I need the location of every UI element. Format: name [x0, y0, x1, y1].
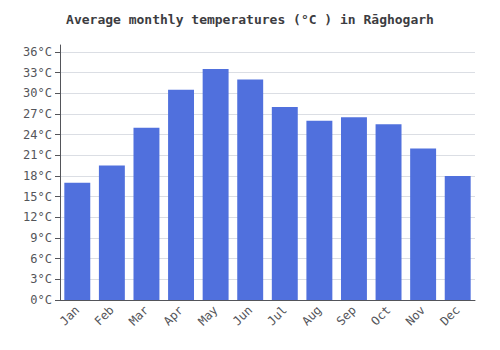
svg-text:12°C: 12°C: [23, 210, 52, 224]
svg-text:24°C: 24°C: [23, 128, 52, 142]
svg-text:Feb: Feb: [92, 303, 117, 328]
svg-text:6°C: 6°C: [30, 252, 52, 266]
svg-text:Apr: Apr: [161, 303, 186, 328]
svg-text:Sep: Sep: [334, 303, 359, 328]
svg-text:0°C: 0°C: [30, 293, 52, 307]
svg-text:Jan: Jan: [57, 303, 82, 328]
svg-text:27°C: 27°C: [23, 107, 52, 121]
svg-text:Nov: Nov: [403, 303, 428, 328]
svg-text:18°C: 18°C: [23, 169, 52, 183]
svg-text:Average monthly temperatures (: Average monthly temperatures (°C ) in Rā…: [66, 12, 434, 27]
svg-text:3°C: 3°C: [30, 272, 52, 286]
svg-text:Dec: Dec: [437, 303, 462, 328]
svg-text:21°C: 21°C: [23, 148, 52, 162]
svg-text:33°C: 33°C: [23, 66, 52, 80]
svg-text:15°C: 15°C: [23, 190, 52, 204]
svg-text:Jul: Jul: [265, 303, 290, 328]
svg-text:Jun: Jun: [230, 303, 255, 328]
svg-text:9°C: 9°C: [30, 231, 52, 245]
svg-text:Oct: Oct: [368, 303, 393, 328]
svg-text:30°C: 30°C: [23, 86, 52, 100]
svg-text:May: May: [195, 303, 220, 328]
svg-text:Aug: Aug: [299, 303, 324, 328]
svg-text:36°C: 36°C: [23, 45, 52, 59]
svg-text:Mar: Mar: [126, 303, 151, 328]
